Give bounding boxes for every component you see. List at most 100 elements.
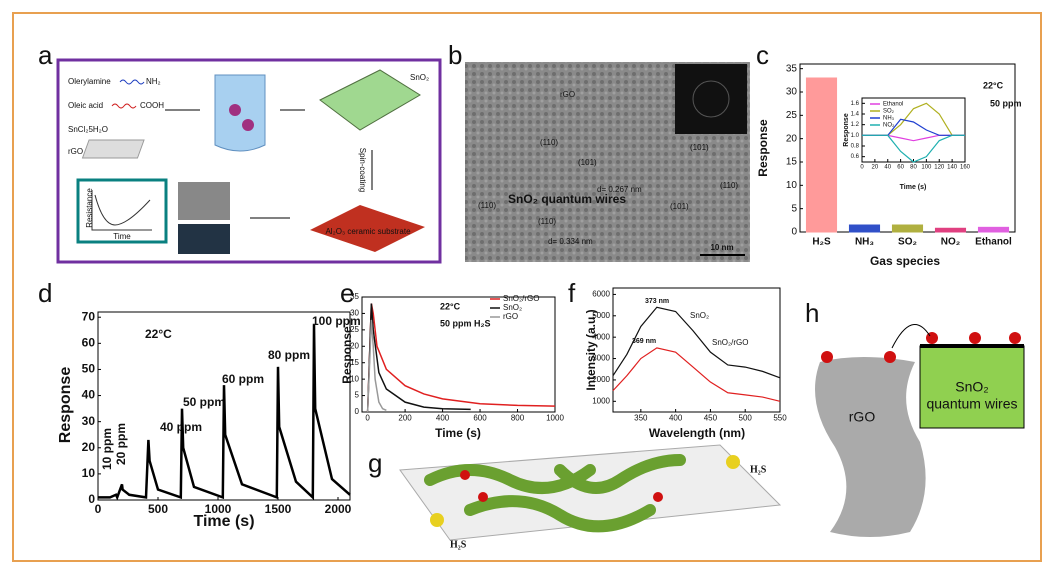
annotation: 22°C	[145, 327, 172, 341]
legend-label: SnO₂	[503, 303, 522, 312]
series-label: SnO₂/rGO	[712, 338, 748, 347]
y-tick-label: 20	[350, 341, 359, 350]
x-tick-label: 120	[934, 164, 945, 170]
text: Olerylamine	[68, 77, 111, 86]
line	[366, 303, 471, 413]
icon	[692, 80, 730, 118]
x-axis-label: Time (s)	[193, 513, 254, 530]
x-tick-label: 400	[669, 414, 683, 423]
x-tick-label: 550	[773, 414, 787, 423]
icon	[242, 119, 254, 131]
atom	[821, 351, 833, 363]
y-tick-label: 6000	[592, 290, 610, 299]
text: SnO₂	[955, 379, 988, 395]
x-tick-label: 0	[860, 164, 864, 170]
text: (110)	[540, 138, 558, 147]
y-tick-label: 0	[355, 407, 360, 416]
photo	[178, 182, 230, 220]
text: Time	[113, 232, 131, 241]
x-tick-label: 20	[872, 164, 879, 170]
text: Resistance	[85, 188, 94, 228]
y-tick-label: 3000	[592, 354, 610, 363]
panel-label: b	[448, 40, 462, 70]
text: rGO	[560, 90, 575, 99]
y-axis-label: Response	[340, 326, 354, 384]
atom	[478, 492, 488, 502]
panel-label: d	[38, 278, 52, 308]
y-tick-label: 15	[350, 358, 359, 367]
x-tick-label: 2000	[325, 502, 352, 516]
x-tick-label: 450	[704, 414, 718, 423]
y-tick-label: 4000	[592, 332, 610, 341]
legend-label: SnO₂/rGO	[503, 294, 539, 303]
x-tick-label: 200	[398, 414, 412, 423]
y-axis-label: Response	[843, 113, 850, 147]
legend-label: SO₂	[883, 109, 895, 115]
molecule	[430, 513, 444, 527]
text: H₂S	[750, 464, 767, 475]
atom	[460, 470, 470, 480]
bar	[805, 77, 838, 233]
annotation: 10 ppm	[100, 428, 114, 470]
text: (101)	[670, 202, 689, 211]
x-tick-label: 80	[910, 164, 917, 170]
text: d= 0.334 nm	[548, 237, 593, 246]
x-tick-label: Ethanol	[975, 237, 1012, 248]
x-tick-label: 160	[960, 164, 971, 170]
text: (101)	[690, 143, 709, 152]
text: (110)	[478, 201, 496, 210]
substrate	[310, 205, 425, 252]
wires	[424, 454, 686, 533]
text: SnO₂	[410, 73, 429, 82]
y-tick-label: 25	[786, 110, 798, 121]
x-tick-label: 0	[95, 502, 102, 516]
x-tick-label: NH₃	[855, 237, 874, 248]
line	[366, 303, 556, 413]
annotation: 60 ppm	[222, 372, 264, 386]
text: (110)	[538, 217, 556, 226]
y-tick-label: 1.2	[851, 122, 860, 128]
panel-label: f	[568, 278, 576, 308]
y-tick-label: 1.0	[851, 133, 860, 139]
plot-frame	[612, 287, 781, 413]
annotation: 22°C	[440, 301, 461, 311]
text: Al₂O₃ ceramic substrate	[325, 227, 411, 236]
x-tick-label: 400	[436, 414, 450, 423]
icon	[81, 139, 145, 159]
panel-label: g	[368, 448, 382, 478]
annotation: 50 ppm	[183, 395, 225, 409]
atom	[969, 332, 981, 344]
y-tick-label: 10	[786, 180, 798, 191]
y-tick-label: 25	[350, 325, 359, 334]
text: rGO	[849, 409, 876, 425]
y-tick-label: 1.4	[851, 112, 860, 118]
x-tick-label: 60	[897, 164, 904, 170]
atom	[926, 332, 938, 344]
text: rGO	[68, 147, 83, 156]
x-tick-label: 350	[634, 414, 648, 423]
bar	[934, 227, 967, 233]
legend-label: Ethanol	[883, 102, 903, 108]
y-tick-label: 60	[82, 336, 96, 350]
y-tick-label: 35	[786, 63, 798, 74]
x-tick-label: 500	[148, 502, 168, 516]
y-tick-label: 30	[350, 309, 359, 318]
legend-label: NH₃	[883, 116, 895, 122]
y-axis-label: Response	[756, 119, 770, 177]
y-axis-label: Intensity (a.u.)	[584, 309, 598, 390]
y-tick-label: 5	[791, 203, 797, 214]
atom	[884, 351, 896, 363]
y-tick-label: 20	[786, 133, 798, 144]
y-tick-label: 10	[82, 466, 96, 480]
y-tick-label: 1.6	[851, 101, 860, 107]
text: Oleic acid	[68, 101, 103, 110]
text: (110)	[720, 181, 738, 190]
bar	[891, 224, 924, 233]
annotation: 20 ppm	[114, 423, 128, 465]
x-tick-label: 1500	[265, 502, 292, 516]
y-tick-label: 1000	[592, 396, 610, 405]
x-tick-label: 40	[884, 164, 891, 170]
y-tick-label: 35	[350, 292, 359, 301]
legend-label: NO₂	[883, 123, 895, 129]
